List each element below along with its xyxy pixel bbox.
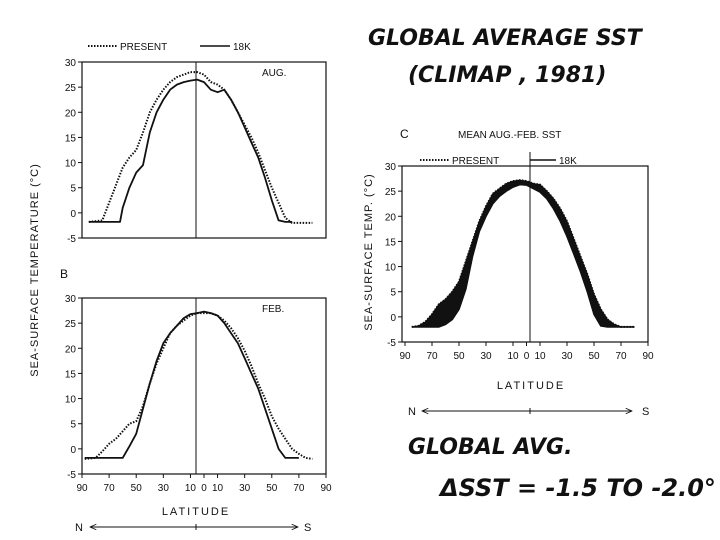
handwritten-title-line1: GLOBAL AVERAGE SST [368,26,644,51]
panel-c-direction-arrow: N S [408,406,649,418]
panel-c-ylabel: SEA-SURFACE TEMP. (°C) [363,173,375,330]
panel-b-north-label: N [75,522,83,534]
y-tick-label: 20 [385,212,397,223]
x-tick-label: 70 [104,483,116,494]
panel-c-legend: PRESENT 18K [420,156,577,167]
x-tick-label: 10 [534,351,546,362]
y-tick-label: 10 [65,159,77,170]
y-tick-label: 20 [65,344,77,355]
handwritten-title-line2: (CLIMAP , 1981) [408,63,606,88]
y-tick-label: 0 [70,445,76,456]
x-tick-label: 50 [588,351,600,362]
y-tick-label: 15 [65,133,77,144]
panel-c-xticks: 90 70 50 30 10 0 10 30 50 70 90 [399,342,654,362]
y-tick-label: 20 [65,108,77,119]
panel-b-month-label: FEB. [262,304,284,315]
panel-b-frame [81,297,327,475]
panel-a-legend-present-label: PRESENT [120,42,167,53]
panel-b-xticks: 90 70 50 30 10 0 10 30 50 70 90 [76,474,332,494]
panel-a-yticks: -5 0 5 10 15 20 25 30 [65,58,82,245]
panel-b-direction-arrow: N S [75,522,311,534]
x-tick-label: 70 [293,483,305,494]
y-tick-label: 5 [70,184,76,195]
y-tick-label: -5 [387,338,396,349]
y-tick-label: 0 [70,209,76,220]
series-18k-line [84,310,299,459]
panel-c-yticks: -5 0 5 10 15 20 25 30 [385,162,402,349]
panel-c-legend-18k-label: 18K [559,156,577,167]
panel-b-south-label: S [304,522,311,534]
series-present-line [411,179,635,328]
panel-b-letter: B [60,267,68,281]
y-tick-label: 15 [65,369,77,380]
panel-a-frame [81,61,327,239]
panel-c-mean: C MEAN AUG.-FEB. SST PRESENT 18K -5 0 5 10 1… [363,127,654,418]
panel-c-letter: C [400,127,409,141]
x-tick-label: 10 [212,483,224,494]
y-tick-label: 25 [65,319,77,330]
series-present-line [88,71,313,224]
series-present-line [84,312,313,460]
y-tick-label: 15 [385,237,397,248]
panel-a-aug: AUG. PRESENT 18K -5 0 5 10 15 20 25 30 [65,42,327,245]
panel-c-title: MEAN AUG.-FEB. SST [458,130,561,141]
y-tick-label: 25 [385,187,397,198]
y-tick-label: 5 [390,288,396,299]
y-tick-label: 25 [65,83,77,94]
series-18k-line [411,183,635,328]
left-y-axis-title: SEA-SURFACE TEMPERATURE (°C) [29,163,41,377]
x-tick-label: 50 [453,351,465,362]
x-tick-label: 10 [507,351,519,362]
x-tick-label: 0 [524,351,530,362]
panel-c-difference-band [411,179,635,328]
handwritten-delta-sst: ΔSST = -1.5 TO -2.0° [438,474,716,502]
x-tick-label: 90 [320,483,332,494]
y-tick-label: 10 [385,263,397,274]
x-tick-label: 10 [185,483,197,494]
y-tick-label: 30 [385,162,397,173]
x-tick-label: 90 [399,351,411,362]
handwritten-global-avg: GLOBAL AVG. [408,435,572,460]
x-tick-label: 30 [561,351,573,362]
x-tick-label: 50 [266,483,278,494]
panel-a-legend: PRESENT 18K [88,42,251,53]
x-tick-label: 70 [426,351,438,362]
panel-b-feb: B FEB. -5 0 5 10 15 20 25 30 90 70 50 30 10 0 10 30 50 7… [60,267,332,534]
x-tick-label: 30 [239,483,251,494]
panel-c-legend-present-label: PRESENT [452,156,499,167]
panel-a-month-label: AUG. [262,68,286,79]
x-tick-label: 90 [76,483,88,494]
x-tick-label: 30 [480,351,492,362]
x-tick-label: 70 [615,351,627,362]
y-tick-label: 0 [390,313,396,324]
panel-a-series [88,71,313,224]
panel-c-series [411,179,635,328]
panel-b-xlabel: LATITUDE [162,506,230,518]
series-18k-line [88,78,293,223]
y-tick-label: 30 [65,294,77,305]
panel-c-south-label: S [642,406,649,418]
x-tick-label: 0 [201,483,207,494]
y-tick-label: 5 [70,420,76,431]
y-tick-label: -5 [67,470,76,481]
y-tick-label: 10 [65,395,77,406]
panel-c-north-label: N [408,406,416,418]
x-tick-label: 30 [158,483,170,494]
panel-b-series [84,310,313,460]
y-tick-label: 30 [65,58,77,69]
panel-c-xlabel: LATITUDE [497,380,565,392]
panel-c-frame [401,165,649,343]
x-tick-label: 50 [131,483,143,494]
panel-a-legend-18k-label: 18K [233,42,251,53]
x-tick-label: 90 [642,351,654,362]
y-tick-label: -5 [67,234,76,245]
panel-b-yticks: -5 0 5 10 15 20 25 30 [65,294,82,481]
